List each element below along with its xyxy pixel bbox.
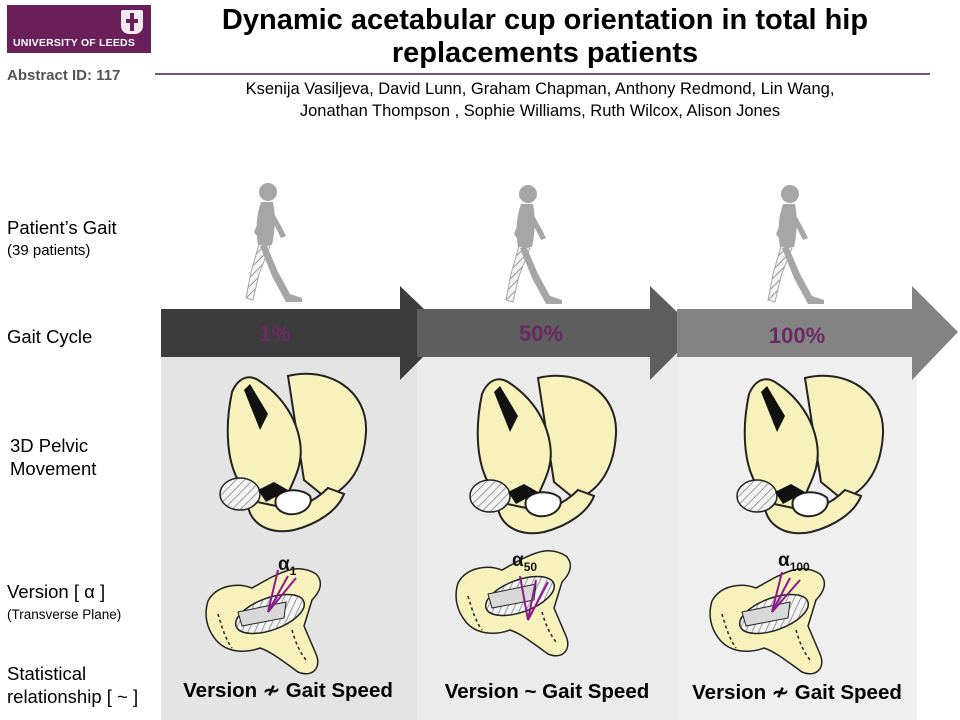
formula-left-2: Version: [444, 680, 519, 703]
authors-line-1: Ksenija Vasiljeva, David Lunn, Graham Ch…: [245, 80, 835, 98]
version-angle-label-3: α100: [778, 550, 810, 574]
label-pelvic-movement: 3D Pelvic Movement: [10, 434, 96, 480]
walking-person-icon: [245, 182, 303, 303]
relationship-formula-2: Version ~ Gait Speed: [427, 680, 667, 704]
gait-cycle-percent-2: 50%: [519, 321, 563, 346]
formula-symbol-3: ≁: [771, 681, 790, 704]
label-patients-gait: Patient’s Gait (39 patients): [7, 216, 117, 262]
alpha-subscript-3: 100: [790, 560, 810, 574]
gait-cycle-percent-3: 100%: [769, 323, 825, 348]
pelvis-icon: [736, 374, 885, 535]
alpha-symbol-2: α: [512, 550, 524, 571]
label-pelvic-line-1: 3D Pelvic: [10, 435, 89, 456]
gait-cycle-percent-1: 1%: [259, 321, 291, 346]
alpha-symbol-1: α: [278, 554, 290, 575]
pelvis-icon: [219, 372, 368, 533]
label-version-sub: (Transverse Plane): [7, 607, 122, 622]
logo-text: UNIVERSITY OF LEEDS: [13, 37, 136, 49]
gait-cycle-arrow-3: [677, 286, 958, 380]
angle-lines-2: [519, 575, 549, 621]
title-line-2: replacements patients: [391, 37, 699, 69]
relationship-formula-1: Version ≁ Gait Speed: [168, 678, 408, 703]
crest-icon: [121, 10, 143, 34]
pelvis-icon: [469, 374, 618, 535]
formula-left-1: Version: [183, 679, 258, 702]
university-logo: UNIVERSITY OF LEEDS: [7, 5, 151, 53]
angle-lines-1: [267, 569, 297, 613]
version-angle-label-1: α1: [278, 554, 297, 578]
label-version: Version [ α ] (Transverse Plane): [7, 580, 121, 626]
version-angle-label-2: α50: [512, 550, 537, 574]
label-version-main: Version [ α ]: [7, 581, 106, 602]
gait-cycle-arrow-2: [417, 286, 698, 380]
formula-right-3: Gait Speed: [794, 681, 902, 704]
relationship-formula-3: Version ≁ Gait Speed: [677, 680, 917, 705]
alpha-symbol-3: α: [778, 550, 790, 571]
acetabulum-section-icon: [709, 568, 826, 675]
label-statistical-line-1: Statistical: [7, 663, 87, 684]
alpha-subscript-2: 50: [524, 560, 538, 574]
authors-line-2: Jonathan Thompson , Sophie Williams, Rut…: [299, 102, 781, 120]
label-statistical-line-2: relationship [ ~ ]: [7, 686, 139, 707]
gait-cycle-arrow-1: [161, 286, 448, 380]
angle-lines-3: [771, 571, 801, 613]
title-line-1: Dynamic acetabular cup orientation in to…: [221, 4, 869, 36]
walking-person-icon: [767, 184, 825, 305]
formula-symbol-2: ~: [524, 680, 537, 703]
page-title: Dynamic acetabular cup orientation in to…: [160, 4, 930, 70]
label-pelvic-line-2: Movement: [10, 458, 97, 479]
formula-right-1: Gait Speed: [285, 679, 393, 702]
label-statistical: Statistical relationship [ ~ ]: [7, 662, 138, 708]
formula-right-2: Gait Speed: [542, 680, 650, 703]
label-patients-gait-main: Patient’s Gait: [7, 217, 117, 238]
acetabulum-section-icon: [205, 568, 322, 675]
abstract-id: Abstract ID: 117: [7, 67, 121, 84]
label-patients-gait-sub: (39 patients): [7, 242, 91, 259]
label-gait-cycle: Gait Cycle: [7, 326, 93, 347]
header-rule: [155, 73, 930, 75]
formula-symbol-1: ≁: [262, 679, 281, 702]
formula-left-3: Version: [692, 681, 767, 704]
authors: Ksenija Vasiljeva, David Lunn, Graham Ch…: [160, 78, 920, 122]
walking-person-icon: [505, 184, 563, 305]
alpha-subscript-1: 1: [290, 564, 297, 578]
